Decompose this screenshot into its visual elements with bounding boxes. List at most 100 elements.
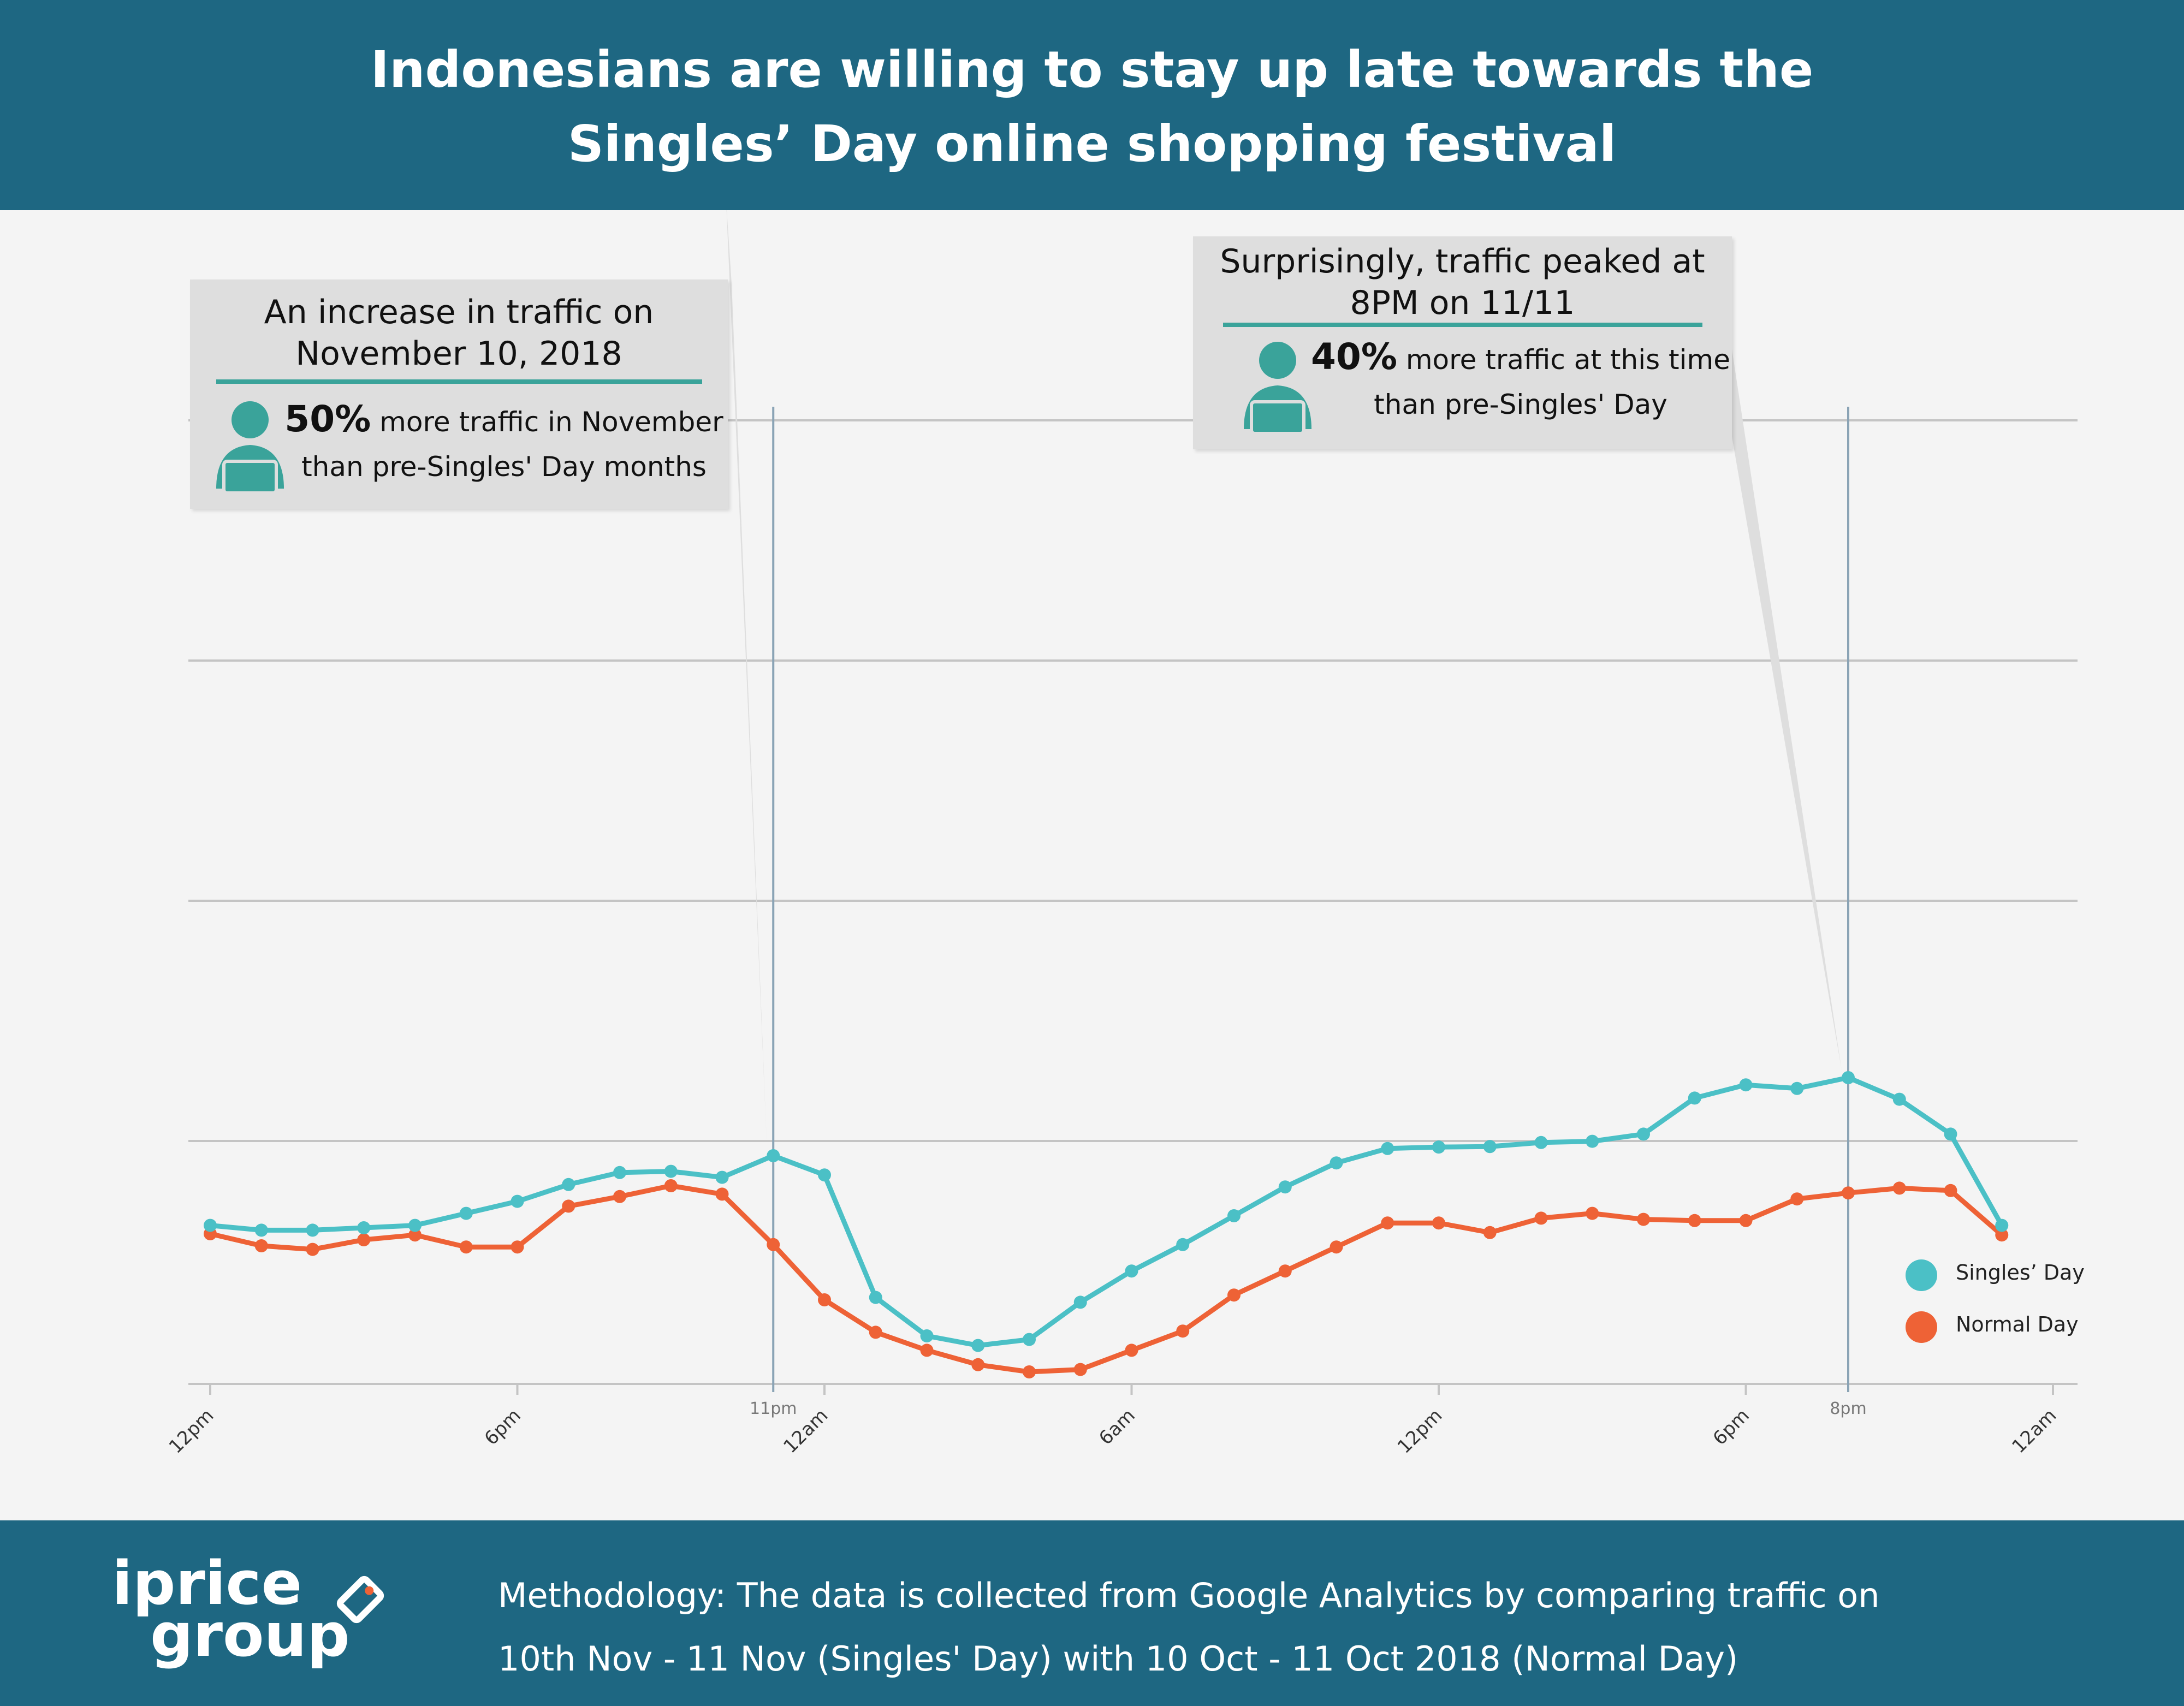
legend: Singles’ Day Normal Day	[1906, 1253, 2113, 1351]
data-point-singles-day	[1176, 1238, 1190, 1251]
callout-peak-8pm: Surprisingly, traffic peaked at 8PM on 1…	[1193, 236, 1732, 449]
callout-body-line-2: than pre-Singles' Day	[1374, 389, 1667, 420]
data-point-normal-day	[1432, 1216, 1445, 1230]
data-point-normal-day	[1483, 1226, 1497, 1239]
data-point-singles-day	[562, 1178, 575, 1191]
data-point-singles-day	[408, 1218, 422, 1232]
data-point-normal-day	[1637, 1212, 1650, 1226]
legend-swatch-singles	[1906, 1259, 1937, 1291]
data-point-normal-day	[1176, 1324, 1190, 1338]
data-point-normal-day	[715, 1187, 729, 1201]
data-point-normal-day	[1381, 1216, 1394, 1230]
marker-label: 8pm	[1830, 1399, 1866, 1418]
callout-text-1: more traffic at this time	[1397, 344, 1731, 376]
price-tag-icon	[336, 1576, 384, 1624]
callout-body: 50% more traffic in November than pre-Si…	[283, 397, 725, 489]
data-point-normal-day	[562, 1199, 575, 1213]
header-banner: Indonesians are willing to stay up late …	[0, 0, 2184, 210]
data-point-singles-day	[1381, 1142, 1394, 1155]
data-point-singles-day	[1944, 1127, 1957, 1141]
data-point-normal-day	[1790, 1192, 1804, 1206]
data-point-normal-day	[920, 1344, 934, 1357]
data-point-singles-day	[1739, 1078, 1753, 1092]
data-point-normal-day	[1073, 1363, 1087, 1376]
methodology-line-1: Methodology: The data is collected from …	[498, 1576, 1880, 1615]
callout-title-line-1: An increase in traffic on	[264, 293, 654, 331]
series-line-normal-day	[207, 1183, 2004, 1375]
legend-label-singles: Singles’ Day	[1956, 1261, 2085, 1285]
callout-divider	[1223, 323, 1702, 327]
data-point-normal-day	[767, 1238, 780, 1251]
data-point-normal-day	[1534, 1211, 1548, 1225]
person-laptop-icon	[1244, 342, 1311, 435]
x-tick-label: 6pm	[480, 1405, 525, 1449]
data-point-normal-day	[1125, 1344, 1138, 1357]
callout-percentage: 50%	[284, 398, 371, 440]
line-chart: 11pm 8pm 12pm 6pm 12am 6am 12pm 6pm 12am	[165, 210, 2078, 1458]
title-line-2: Singles’ Day online shopping festival	[567, 115, 1617, 173]
data-point-singles-day	[920, 1329, 934, 1342]
data-point-singles-day	[613, 1166, 626, 1179]
data-point-singles-day	[1586, 1134, 1599, 1148]
data-point-normal-day	[1995, 1228, 2009, 1242]
data-point-singles-day	[306, 1223, 319, 1237]
data-point-normal-day	[459, 1240, 473, 1254]
series-layer	[204, 210, 2009, 1378]
callout-title: Surprisingly, traffic peaked at 8PM on 1…	[1193, 241, 1732, 324]
callout-title-line-2: November 10, 2018	[295, 335, 622, 373]
callout-november-10: An increase in traffic on November 10, 2…	[190, 280, 728, 509]
callout-body-line-1: 50% more traffic in November	[283, 397, 725, 444]
marker-lines: 11pm 8pm	[750, 407, 1867, 1418]
data-point-singles-day	[357, 1221, 371, 1234]
callout-divider	[216, 379, 702, 384]
callout-body-line-2: than pre-Singles' Day months	[301, 451, 707, 483]
data-point-singles-day	[1278, 1180, 1292, 1194]
data-point-normal-day	[1688, 1214, 1701, 1227]
gridlines	[188, 419, 2078, 1385]
data-point-normal-day	[971, 1358, 985, 1371]
title-line-1: Indonesians are willing to stay up late …	[370, 40, 1814, 99]
data-point-normal-day	[254, 1239, 268, 1252]
data-point-singles-day	[1227, 1209, 1241, 1222]
data-point-singles-day	[1483, 1140, 1497, 1154]
callout-title-line-2: 8PM on 11/11	[1350, 284, 1575, 322]
chart-title: Indonesians are willing to stay up late …	[0, 33, 2184, 181]
data-point-singles-day	[1330, 1156, 1343, 1170]
data-point-normal-day	[357, 1233, 371, 1246]
data-point-normal-day	[1330, 1240, 1343, 1254]
marker-label: 11pm	[750, 1399, 797, 1418]
data-point-singles-day	[1534, 1136, 1548, 1149]
data-point-normal-day	[1842, 1186, 1855, 1200]
data-point-normal-day	[869, 1325, 882, 1339]
methodology-line-2: 10th Nov - 11 Nov (Singles' Day) with 10…	[498, 1639, 1738, 1679]
legend-label-normal: Normal Day	[1956, 1312, 2079, 1336]
methodology-note: Methodology: The data is collected from …	[498, 1564, 2136, 1691]
data-point-normal-day	[664, 1179, 678, 1192]
data-point-singles-day	[1790, 1081, 1804, 1095]
data-point-normal-day	[1278, 1264, 1292, 1278]
data-point-normal-day	[1023, 1365, 1036, 1378]
data-point-normal-day	[511, 1240, 524, 1254]
logo-word-2: group	[150, 1600, 350, 1670]
data-point-singles-day	[204, 1218, 217, 1232]
data-point-singles-day	[459, 1206, 473, 1220]
data-point-singles-day	[971, 1339, 985, 1352]
footer-banner: iprice group Methodology: The data is co…	[0, 1520, 2184, 1706]
x-tick-label: 12pm	[165, 1405, 218, 1458]
data-point-singles-day	[818, 1168, 831, 1182]
callout-percentage: 40%	[1310, 336, 1397, 378]
data-point-normal-day	[1892, 1181, 1906, 1195]
x-axis-ticks: 12pm 6pm 12am 6am 12pm 6pm 12am	[165, 1384, 2061, 1458]
data-point-singles-day	[664, 1164, 678, 1178]
data-point-singles-day	[254, 1223, 268, 1237]
data-point-singles-day	[767, 1149, 780, 1162]
data-point-normal-day	[613, 1190, 626, 1203]
data-point-normal-day	[1227, 1288, 1241, 1302]
x-tick-label: 6am	[1095, 1405, 1140, 1449]
legend-swatch-normal	[1906, 1311, 1937, 1343]
data-point-singles-day	[511, 1194, 524, 1208]
data-point-singles-day	[1023, 1333, 1036, 1346]
data-point-singles-day	[1995, 1218, 2009, 1232]
callout-pointer	[1732, 349, 1842, 1070]
x-tick-label: 6pm	[1709, 1405, 1754, 1449]
